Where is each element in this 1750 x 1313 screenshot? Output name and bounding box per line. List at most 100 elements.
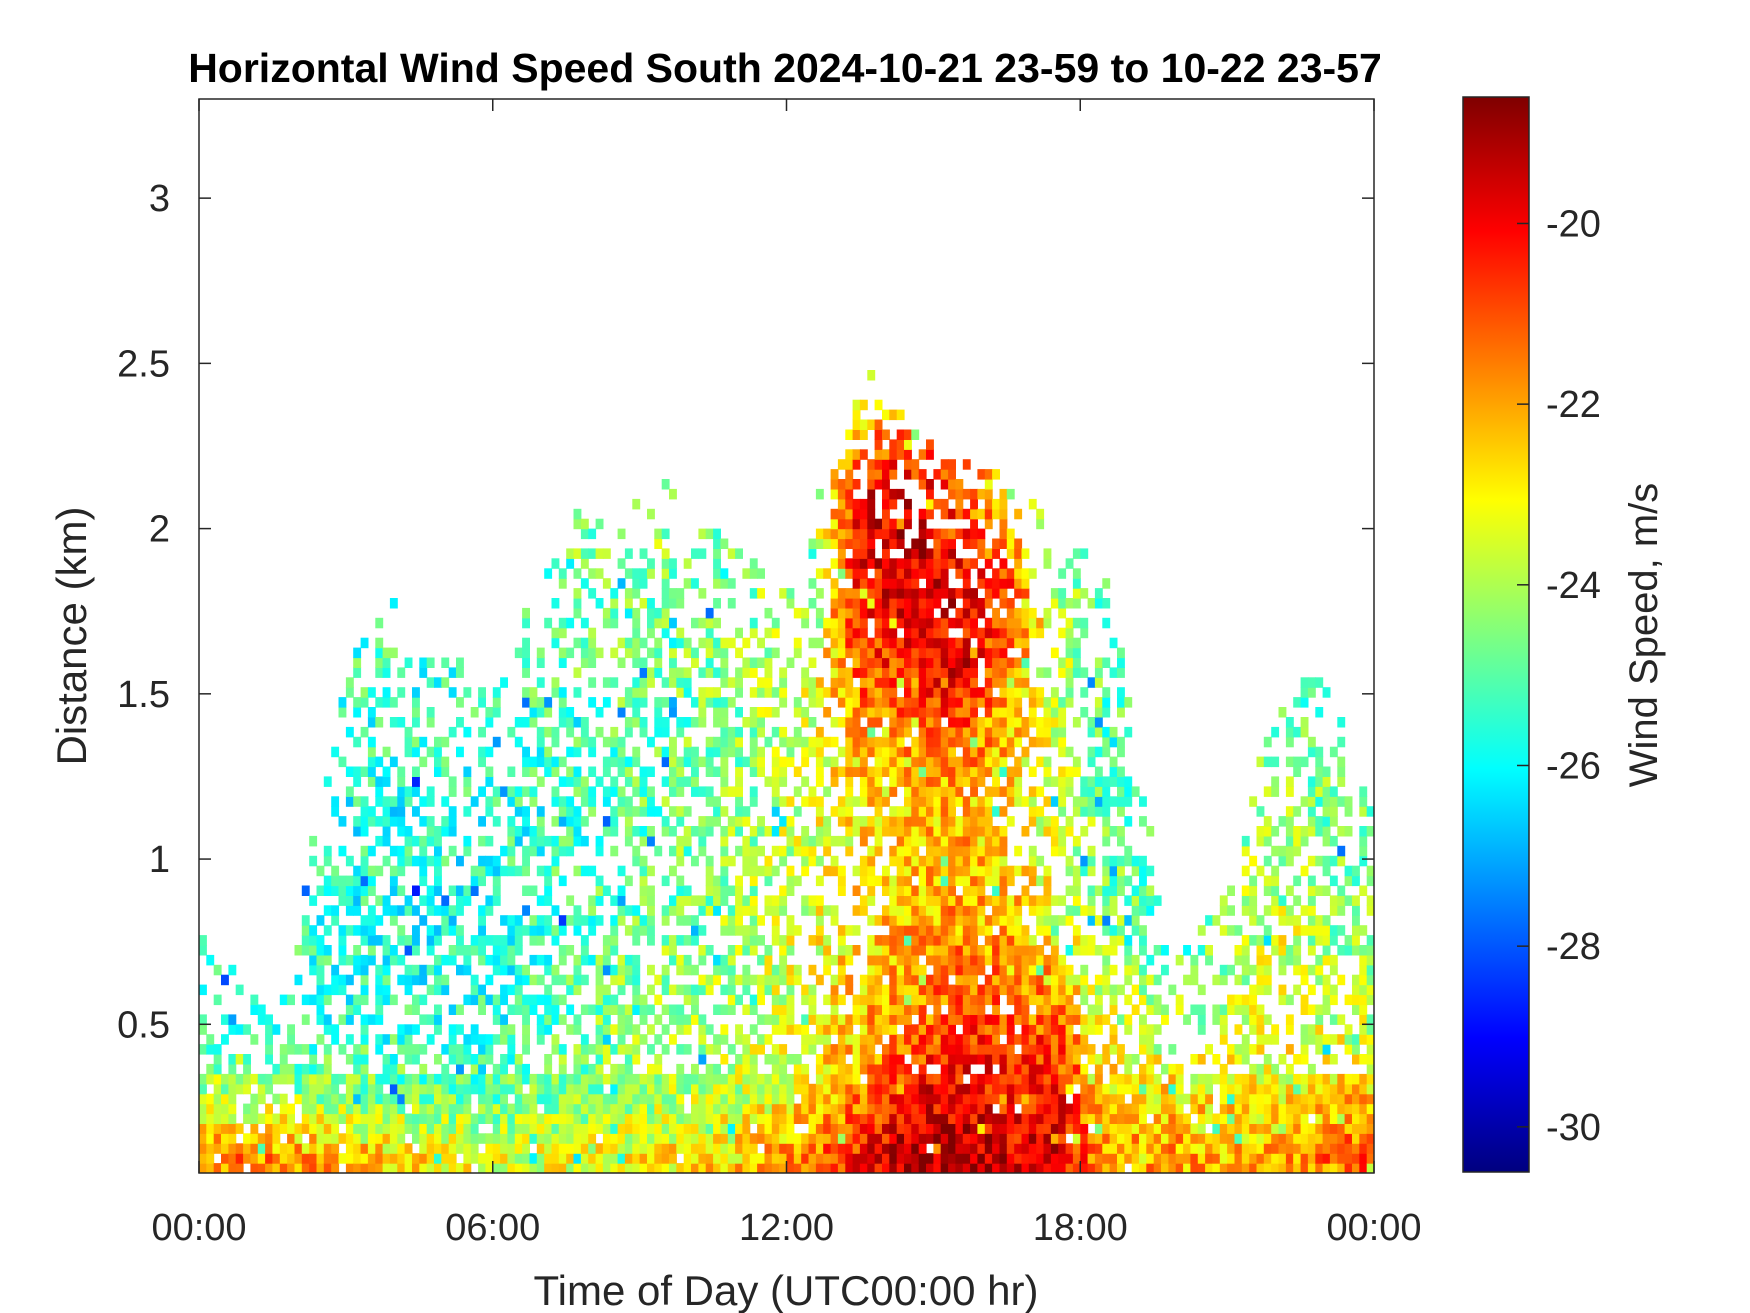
heatmap-cell [573,1123,582,1134]
heatmap-cell [837,964,846,976]
heatmap-cell [353,954,362,966]
heatmap-cell [522,766,530,777]
heatmap-cell [426,1163,435,1173]
heatmap-cell [1043,717,1052,728]
heatmap-cell [492,1153,501,1164]
heatmap-cell [544,964,553,976]
heatmap-cell [948,598,956,609]
heatmap-cell [992,945,1000,956]
heatmap-cell [911,697,920,708]
heatmap-cell [624,607,633,619]
heatmap-cell [507,1113,516,1124]
heatmap-cell [566,895,575,906]
heatmap-cell [500,994,508,1006]
heatmap-cell [1102,687,1111,698]
heatmap-cell [624,905,633,916]
heatmap-cell [801,1093,810,1105]
heatmap-cell [287,1123,295,1134]
heatmap-cell [470,994,479,1006]
heatmap-cell [896,1143,905,1154]
heatmap-cell [566,1083,575,1095]
heatmap-cell [977,816,986,827]
heatmap-cell [1080,1034,1089,1045]
heatmap-cell [984,1014,993,1025]
heatmap-cell [331,1163,340,1173]
heatmap-cell [1021,984,1030,996]
heatmap-cell [948,726,956,738]
heatmap-cell [859,776,868,787]
heatmap-cell [1131,865,1140,877]
heatmap-cell [1043,1143,1052,1154]
heatmap-cell [573,786,582,797]
heatmap-cell [815,488,824,500]
heatmap-cell [764,875,773,887]
heatmap-cell [558,687,567,698]
heatmap-cell [448,1083,457,1095]
heatmap-cell [669,1153,677,1164]
heatmap-cell [940,806,949,817]
heatmap-cell [683,845,692,857]
heatmap-cell [632,687,641,698]
heatmap-cell [213,1133,222,1144]
heatmap-cell [896,717,905,728]
heatmap-cell [382,945,391,956]
heatmap-cell [735,845,743,857]
heatmap-cell [735,816,743,827]
heatmap-cell [566,1143,575,1154]
heatmap-cell [639,806,648,817]
heatmap-cell [507,1034,516,1045]
heatmap-cell [911,1143,920,1154]
heatmap-cell [720,538,729,549]
heatmap-cell [1065,964,1074,976]
heatmap-cell [867,419,876,430]
heatmap-cell [896,746,905,758]
heatmap-cell [345,687,354,698]
heatmap-cell [1050,1163,1059,1173]
heatmap-cell [382,974,391,986]
heatmap-cell [984,558,993,569]
heatmap-cell [1021,637,1030,649]
heatmap-cell [441,915,450,926]
heatmap-cell [984,806,993,817]
heatmap-cell [867,677,876,688]
heatmap-cell [441,1123,450,1134]
heatmap-cell [397,905,406,916]
heatmap-cell [999,697,1008,708]
heatmap-cell [265,1014,273,1025]
heatmap-cell [1094,1093,1103,1105]
heatmap-cell [1065,1153,1074,1164]
heatmap-cell [742,1103,751,1115]
heatmap-cell [889,855,898,867]
heatmap-cell [911,895,920,906]
heatmap-cell [859,429,868,440]
heatmap-cell [823,707,832,718]
heatmap-cell [735,796,743,807]
heatmap-cell [1014,895,1023,906]
heatmap-cell [1006,657,1015,668]
heatmap-cell [551,1153,560,1164]
heatmap-cell [573,1113,582,1124]
heatmap-cell [1087,905,1096,916]
heatmap-cell [669,945,677,956]
heatmap-cell [624,717,633,728]
heatmap-cell [412,1004,420,1015]
heatmap-cell [492,816,501,827]
heatmap-cell [573,667,582,678]
heatmap-cell [889,984,898,996]
heatmap-cell [1043,1103,1052,1115]
heatmap-cell [962,816,971,827]
heatmap-cell [602,1024,611,1035]
heatmap-cell [1043,697,1052,708]
heatmap-cell [801,617,810,629]
heatmap-cell [882,558,890,569]
heatmap-cell [1028,875,1037,887]
heatmap-cell [918,964,927,976]
heatmap-cell [984,935,993,946]
heatmap-cell [867,1054,876,1065]
heatmap-cell [859,855,868,867]
heatmap-cell [367,746,376,758]
heatmap-cell [529,954,538,966]
heatmap-cell [529,826,538,837]
heatmap-cell [742,905,751,916]
heatmap-cell [859,1103,868,1115]
